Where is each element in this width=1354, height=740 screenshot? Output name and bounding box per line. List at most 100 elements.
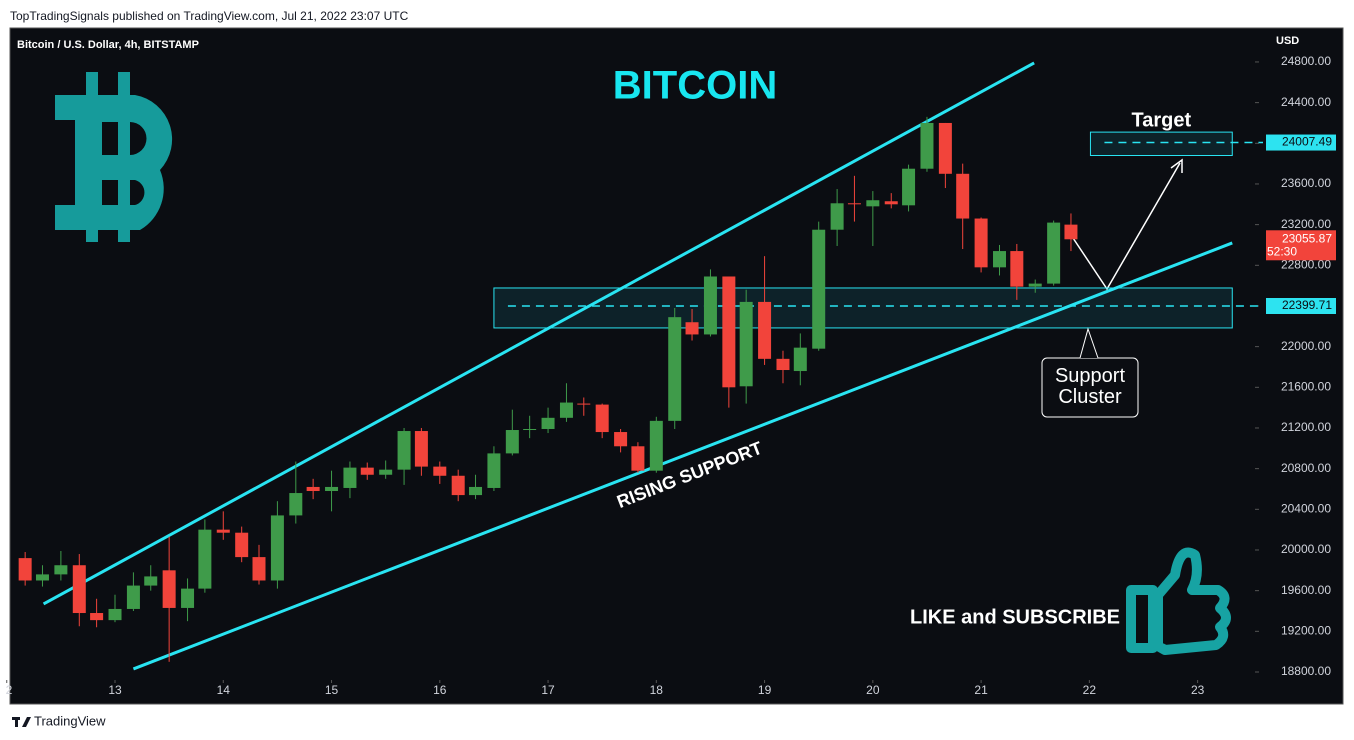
candle-body [162,570,176,608]
y-tick-label: 19600.00 [1281,583,1331,597]
candle-body [649,420,663,471]
x-tick-label: 13 [108,683,122,697]
candle-body [956,173,970,219]
candle-body [902,168,916,206]
x-tick-label: 17 [541,683,555,697]
candle-body [414,431,428,467]
candle-body [559,402,573,418]
footer: TradingView [34,713,106,728]
annotation: LIKE and SUBSCRIBE [910,606,1120,628]
symbol: Bitcoin / U.S. Dollar, 4h, BITSTAMP [17,39,199,51]
candle-body [722,276,736,388]
candle-body [433,466,447,476]
zone-label-line: Cluster [1058,386,1122,408]
candle-body [938,122,952,174]
x-tick-label: 22 [1083,683,1097,697]
candle-body [469,486,483,496]
x-tick-label: 14 [217,683,231,697]
candle-body [379,469,393,475]
trendline [42,61,1035,606]
candle-body [198,529,212,589]
candle-body [884,201,898,205]
y-tick-label: 21200.00 [1281,420,1331,434]
candle-body [776,358,790,371]
candle-body [181,588,195,608]
candle-body [108,608,122,621]
candle-body [668,317,682,421]
zone-label-line: Support [1055,365,1125,387]
last-price-label: 23055.87 [1282,231,1332,245]
y-tick-label: 24800.00 [1281,54,1331,68]
candle-body [487,453,501,488]
candle-body [90,613,104,621]
header: TopTradingSignals published on TradingVi… [10,9,409,23]
thumbs-up-icon [1126,547,1231,655]
candle-body [866,200,880,207]
trendline [132,241,1233,671]
y-tick-label: 18800.00 [1281,664,1331,678]
candle-body [1064,224,1078,240]
candle-body [1028,283,1042,287]
zone-label: Target [1132,109,1192,131]
candle-body [1010,251,1024,287]
x-tick-label: 16 [433,683,447,697]
candle-body [631,446,645,471]
price-label-box [1266,298,1336,315]
candle-body [343,467,357,488]
x-tick-label: 18 [650,683,664,697]
candle-body [505,430,519,454]
y-tick-label: 23200.00 [1281,217,1331,231]
candle-body [126,585,140,609]
candle-body [847,203,861,205]
candle-body [703,276,717,335]
candle-body [920,122,934,169]
candle-body [144,576,158,586]
y-tick-label: 23600.00 [1281,176,1331,190]
projection-arrow [1072,158,1183,291]
candle-body [812,229,826,349]
chart-title: BITCOIN [613,64,777,108]
candle-body [595,404,609,433]
candle-body [541,417,555,429]
y-tick-label: 21600.00 [1281,379,1331,393]
candle-body [614,432,628,447]
y-tick-label: 24400.00 [1281,95,1331,109]
currency: USD [1276,35,1299,47]
candle-body [325,486,339,492]
candle-body [993,251,1007,268]
y-tick-label: 19200.00 [1281,623,1331,637]
price-label: 24007.49 [1282,135,1332,149]
x-tick-label: 20 [866,683,880,697]
candle-body [216,529,230,533]
candle-body [451,475,465,496]
candle-body [758,301,772,359]
candle-body [577,403,591,405]
y-tick-label: 22000.00 [1281,339,1331,353]
candle-body [523,428,537,431]
y-tick-label: 20800.00 [1281,461,1331,475]
x-tick-label: 2 [6,683,13,697]
bitcoin-logo [55,72,173,242]
candle-body [1047,222,1061,284]
zone-label: Support Cluster [1055,365,1125,408]
x-tick-label: 19 [758,683,772,697]
candle-body [360,467,374,475]
candle-body [974,218,988,268]
candle-body [685,322,699,335]
footer-logo [12,717,31,727]
y-tick-label: 20000.00 [1281,542,1331,556]
candle-body [235,532,249,558]
candle-body [54,565,68,575]
x-tick-label: 21 [974,683,988,697]
zone [1089,131,1233,156]
countdown: 52:30 [1267,244,1297,258]
y-tick-label: 20400.00 [1281,501,1331,515]
candle-body [830,203,844,230]
last-price-box [1266,230,1336,261]
candle-body [289,493,303,516]
candle-body [793,347,807,372]
candle-body [306,486,320,492]
price-label-box [1266,134,1336,151]
